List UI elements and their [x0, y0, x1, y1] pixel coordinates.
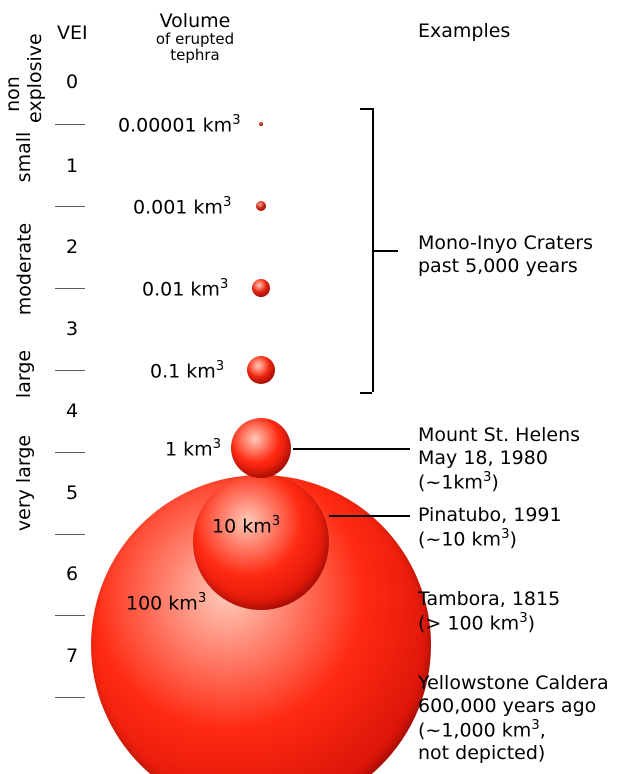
category-label: large	[13, 339, 35, 409]
tephra-sphere	[256, 201, 266, 211]
volume-label: 100 km3	[126, 591, 206, 614]
bracket-end	[360, 392, 372, 394]
category-label: moderate	[13, 201, 35, 336]
vei-tick	[55, 288, 85, 289]
vei-number: 1	[62, 155, 82, 177]
vei-tick	[55, 124, 85, 125]
header-vei: VEI	[57, 22, 88, 44]
example-text: Pinatubo, 1991(~10 km3)	[418, 504, 562, 551]
tephra-sphere	[247, 356, 275, 384]
volume-label: 10 km3	[212, 514, 280, 537]
vei-number: 5	[62, 482, 82, 504]
vei-tick	[55, 370, 85, 371]
vei-number: 7	[62, 645, 82, 667]
header-volume: Volume	[140, 10, 250, 32]
category-label: non explosive	[2, 65, 46, 123]
tephra-sphere	[193, 474, 329, 610]
vei-number: 0	[62, 71, 82, 93]
category-label: very large	[13, 413, 35, 553]
vei-tick	[55, 534, 85, 535]
bracket-end	[360, 108, 372, 110]
vei-diagram: VEI Volumeof erupted tephra Examples non ex…	[0, 0, 640, 774]
volume-label: 0.00001 km3	[118, 113, 241, 136]
vei-number: 3	[62, 318, 82, 340]
example-text: Mount St. HelensMay 18, 1980(~1km3)	[418, 424, 580, 494]
vei-number: 6	[62, 563, 82, 585]
bracket-tip	[372, 250, 398, 252]
vei-tick	[55, 615, 85, 616]
vei-number: 2	[62, 236, 82, 258]
category-label: small	[13, 117, 35, 197]
tephra-sphere	[252, 279, 270, 297]
vei-tick	[55, 206, 85, 207]
example-text: Yellowstone Caldera600,000 years ago(~1,…	[418, 672, 609, 765]
volume-label: 0.01 km3	[142, 277, 228, 300]
example-text: Mono-Inyo Craterspast 5,000 years	[418, 232, 593, 278]
connector-line	[329, 515, 410, 517]
vei-tick	[55, 697, 85, 698]
volume-label: 0.1 km3	[150, 359, 224, 382]
tephra-sphere	[231, 418, 291, 478]
connector-line	[293, 448, 410, 450]
tephra-sphere	[259, 122, 263, 126]
header-examples: Examples	[418, 20, 510, 42]
vei-number: 4	[62, 400, 82, 422]
volume-label: 1 km3	[165, 437, 221, 460]
example-text: Tambora, 1815(> 100 km3)	[418, 588, 560, 635]
volume-label: 0.001 km3	[133, 195, 231, 218]
header-volume-sub: of erupted tephra	[140, 32, 250, 64]
vei-tick	[55, 452, 85, 453]
